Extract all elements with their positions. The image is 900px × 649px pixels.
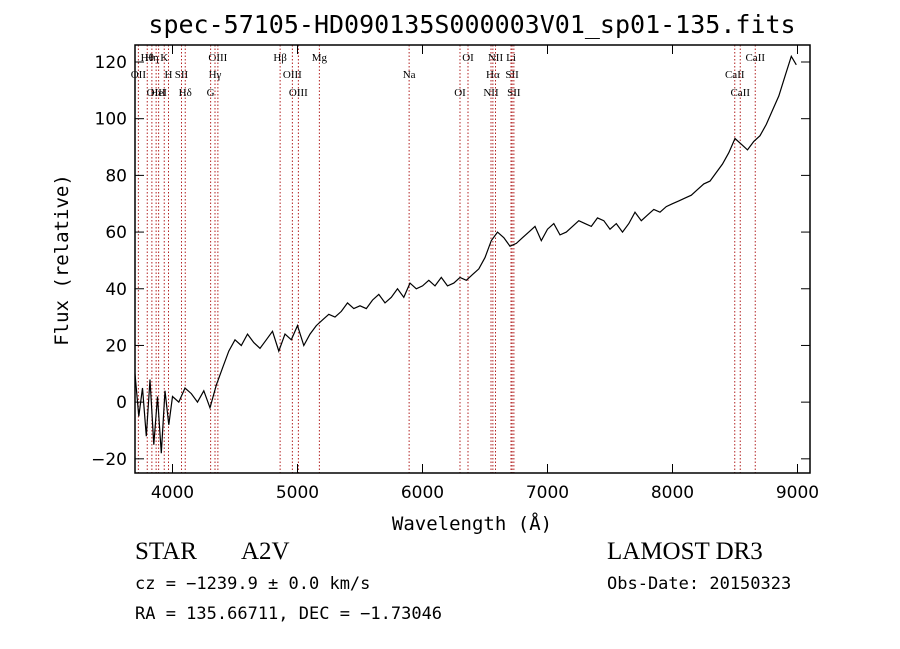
line-label: SII [175, 69, 189, 81]
plot-frame [134, 44, 811, 474]
x-tick-label: 5000 [276, 483, 319, 503]
y-axis: −20 0 20 40 60 80 100 120 [91, 53, 810, 470]
spectrum-series [134, 54, 797, 454]
line-label: SII [507, 87, 521, 99]
line-label: OIII [208, 52, 227, 64]
y-axis-label: Flux (relative) [51, 174, 73, 346]
line-label: Hβ [273, 52, 287, 64]
line-label: Hδ [179, 87, 192, 99]
spectrum-line [134, 54, 797, 454]
line-label: OIII [289, 87, 308, 99]
x-axis-label: Wavelength (Å) [392, 512, 552, 535]
object-subclass: A2V [241, 538, 290, 565]
x-axis: 4000 5000 6000 7000 8000 9000 [151, 45, 819, 503]
line-label: Na [403, 69, 416, 81]
line-label: H [165, 69, 173, 81]
line-label: OIII [283, 69, 302, 81]
line-label: Mg [312, 52, 328, 64]
line-label: CaII [745, 52, 765, 64]
line-label: SII [505, 69, 519, 81]
x-tick-label: 7000 [526, 483, 569, 503]
spectrum-chart: spec-57105-HD090135S000003V01_sp01-135.f… [51, 10, 819, 535]
line-label: NII [488, 52, 504, 64]
line-label: Hγ [209, 69, 222, 81]
line-label: Hθ [141, 52, 154, 64]
spectral-line-markers: HθOIIOIIIKHHeIHηSIIHδOIIIHγGHβOIIIOIIIMg… [131, 45, 765, 473]
y-tick-label: 60 [105, 223, 127, 243]
line-label: OII [131, 69, 147, 81]
line-label: OI [462, 52, 474, 64]
chart-title: spec-57105-HD090135S000003V01_sp01-135.f… [148, 10, 795, 39]
line-label: OIII [147, 87, 166, 99]
y-tick-label: 40 [105, 280, 127, 300]
x-tick-label: 6000 [401, 483, 444, 503]
y-tick-label: 80 [105, 166, 127, 186]
line-label: CaII [725, 69, 745, 81]
line-label: CaII [730, 87, 750, 99]
y-tick-label: −20 [91, 450, 127, 470]
line-label: NII [483, 87, 499, 99]
y-tick-label: 120 [95, 53, 127, 73]
x-tick-label: 4000 [151, 483, 194, 503]
line-label: Li [506, 52, 516, 64]
object-class: STAR [135, 538, 197, 565]
redshift-cz: cz = −1239.9 ± 0.0 km/s [135, 574, 371, 594]
x-tick-label: 9000 [776, 483, 819, 503]
line-label: G [207, 87, 215, 99]
y-tick-label: 100 [95, 110, 127, 130]
y-tick-label: 20 [105, 336, 127, 356]
x-tick-label: 8000 [651, 483, 694, 503]
line-label: Hη [145, 52, 159, 64]
obs-date: Obs-Date: 20150323 [607, 574, 792, 594]
coordinates: RA = 135.66711, DEC = −1.73046 [135, 604, 443, 624]
line-label: OI [454, 87, 466, 99]
survey-name: LAMOST DR3 [607, 538, 763, 565]
line-label: Hα [486, 69, 500, 81]
line-label: HeI [150, 87, 167, 99]
y-tick-label: 0 [116, 393, 127, 413]
line-label: K [160, 52, 168, 64]
